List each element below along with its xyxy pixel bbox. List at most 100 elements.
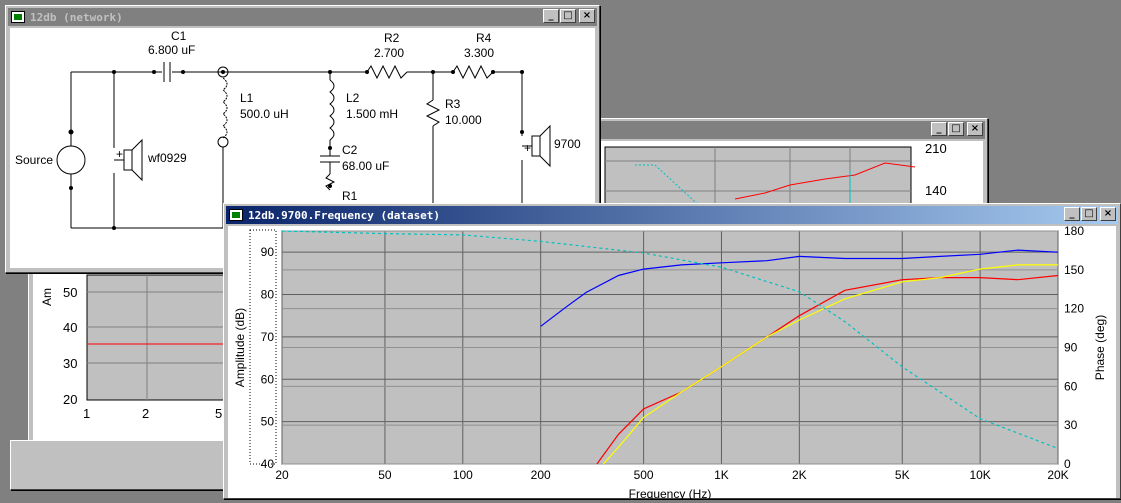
schematic: + + C1 6.800 uF R2 2.700 R4 3.300 L1 500… bbox=[15, 29, 581, 230]
frequency-chart[interactable]: 20 50 100 200 500 1K 2K 5K 10K 20K 40 50 60 70 80 90 0… bbox=[228, 224, 1118, 501]
minimize-icon[interactable]: _ bbox=[1064, 207, 1080, 221]
r2-value: 2.700 bbox=[374, 46, 404, 60]
close-icon[interactable]: × bbox=[967, 122, 983, 136]
network-titlebar[interactable]: 12db (network) _ □ × bbox=[8, 8, 597, 26]
inductor-l1[interactable] bbox=[222, 77, 228, 139]
series-line-0 bbox=[540, 249, 1059, 327]
frequency-titlebar[interactable]: 12db.9700.Frequency (dataset) _ □ × bbox=[226, 206, 1118, 224]
x-tick-label: 2K bbox=[792, 468, 807, 482]
x-tick-label: 20K bbox=[1047, 468, 1068, 482]
node-marker bbox=[217, 66, 229, 78]
y-tick-label: 60 bbox=[261, 372, 275, 386]
back-tick-label: 210 bbox=[925, 141, 947, 156]
left-graph-window[interactable]: Am 50 40 30 20 1 2 5 bbox=[28, 265, 248, 465]
back-graph-window[interactable]: _ □ × 210 140 bbox=[590, 118, 988, 212]
left-graph-client: Am 50 40 30 20 1 2 5 bbox=[33, 270, 248, 444]
left-xtick: 2 bbox=[142, 406, 149, 421]
frequency-window[interactable]: 12db.9700.Frequency (dataset) _ □ × 20 50… bbox=[223, 203, 1121, 501]
resistor-r2[interactable] bbox=[366, 64, 408, 80]
node-dot bbox=[431, 70, 435, 74]
l2-value: 1.500 mH bbox=[346, 107, 398, 121]
y2-tick-label: 60 bbox=[1064, 379, 1078, 393]
x-tick-label: 20 bbox=[275, 468, 289, 482]
driver2-symbol[interactable] bbox=[531, 135, 541, 157]
series-line-1 bbox=[596, 274, 1059, 465]
minimize-icon[interactable]: _ bbox=[543, 9, 559, 23]
left-ytick: 20 bbox=[63, 392, 77, 407]
r1-name: R1 bbox=[342, 189, 358, 203]
node-dot bbox=[520, 70, 524, 74]
y2-tick-label: 150 bbox=[1064, 263, 1084, 277]
node-marker bbox=[217, 136, 229, 148]
y-tick-label: 70 bbox=[261, 330, 275, 344]
node-dot bbox=[112, 70, 116, 74]
r3-name: R3 bbox=[445, 97, 461, 111]
y-tick-label: 40 bbox=[261, 457, 275, 471]
x-tick-label: 1K bbox=[714, 468, 729, 482]
c2-value: 68.00 uF bbox=[342, 159, 389, 173]
node-dot bbox=[328, 70, 332, 74]
resistor-r4[interactable] bbox=[452, 64, 494, 80]
frequency-window-title: 12db.9700.Frequency (dataset) bbox=[248, 208, 441, 222]
back-graph-titlebar[interactable]: _ □ × bbox=[593, 121, 985, 139]
app-icon bbox=[229, 209, 243, 221]
driver2-cone bbox=[539, 124, 551, 168]
node-dot bbox=[221, 70, 225, 74]
resistor-r1[interactable] bbox=[325, 173, 336, 191]
driver1-symbol[interactable] bbox=[123, 149, 133, 171]
back-tick-label: 140 bbox=[925, 183, 947, 198]
back-graph-client: 210 140 bbox=[595, 141, 983, 212]
y-axis-label: Amplitude (dB) bbox=[233, 308, 247, 387]
c1-value: 6.800 uF bbox=[148, 43, 195, 57]
maximize-icon[interactable]: □ bbox=[1081, 207, 1097, 221]
back-plot-area bbox=[604, 146, 912, 212]
x-tick-label: 200 bbox=[531, 468, 551, 482]
x-tick-label: 10K bbox=[969, 468, 990, 482]
y2-tick-label: 180 bbox=[1064, 226, 1084, 238]
driver1-cone bbox=[131, 138, 143, 182]
driver1-label: wf0929 bbox=[147, 151, 187, 165]
y2-axis-label: Phase (deg) bbox=[1093, 315, 1107, 380]
y2-tick-label: 120 bbox=[1064, 302, 1084, 316]
x-axis-label: Frequency (Hz) bbox=[629, 487, 712, 500]
ylabel-focus-box bbox=[249, 229, 277, 465]
maximize-icon[interactable]: □ bbox=[560, 9, 576, 23]
app-icon bbox=[11, 11, 25, 23]
close-icon[interactable]: × bbox=[1100, 207, 1116, 221]
back-graph-plot: 210 140 bbox=[604, 141, 947, 212]
source-label: Source bbox=[15, 153, 53, 167]
polarity-plus: + bbox=[116, 147, 123, 161]
x-tick-label: 50 bbox=[378, 468, 392, 482]
y-tick-label: 80 bbox=[261, 288, 275, 302]
node-dot bbox=[451, 70, 455, 74]
left-ytick: 30 bbox=[63, 356, 77, 371]
l1-name: L1 bbox=[240, 91, 254, 105]
y-tick-label: 90 bbox=[261, 245, 275, 259]
node-dot bbox=[112, 226, 116, 230]
r2-name: R2 bbox=[384, 31, 400, 45]
frequency-client: 20 50 100 200 500 1K 2K 5K 10K 20K 40 50 60 70 80 90 0… bbox=[228, 224, 1118, 501]
back-amplitude-line bbox=[734, 162, 916, 200]
left-xtick: 5 bbox=[215, 406, 222, 421]
r4-name: R4 bbox=[476, 31, 492, 45]
minimize-icon[interactable]: _ bbox=[931, 122, 947, 136]
node-dot bbox=[491, 70, 495, 74]
node-dot bbox=[68, 129, 74, 135]
maximize-icon[interactable]: □ bbox=[948, 122, 964, 136]
node-dot bbox=[328, 184, 332, 188]
polarity-plus: + bbox=[524, 141, 531, 155]
close-icon[interactable]: × bbox=[579, 9, 595, 23]
left-plot-area bbox=[86, 274, 248, 401]
r3-value: 10.000 bbox=[445, 113, 482, 127]
resistor-r3[interactable] bbox=[425, 99, 441, 127]
inductor-l2[interactable] bbox=[329, 79, 335, 141]
series-line-2 bbox=[603, 264, 1058, 465]
l1-value: 500.0 uH bbox=[240, 107, 289, 121]
y2-tick-label: 90 bbox=[1064, 341, 1078, 355]
x-tick-label: 100 bbox=[453, 468, 473, 482]
x-tick-label: 500 bbox=[634, 468, 654, 482]
y2-tick-label: 30 bbox=[1064, 418, 1078, 432]
source-symbol[interactable] bbox=[56, 145, 86, 175]
x-tick-label: 5K bbox=[895, 468, 910, 482]
node-dot bbox=[69, 186, 73, 190]
